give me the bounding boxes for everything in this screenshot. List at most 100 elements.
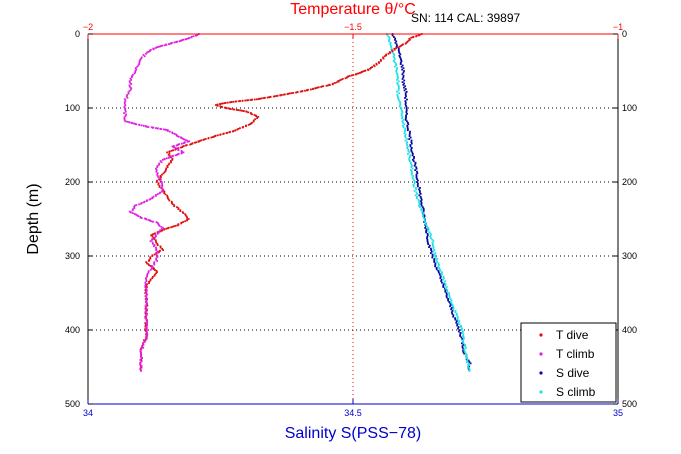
data-point xyxy=(397,89,400,92)
data-point xyxy=(155,272,158,275)
data-point xyxy=(153,244,156,246)
data-point xyxy=(145,336,147,339)
data-point xyxy=(375,63,378,66)
data-point xyxy=(396,73,399,75)
data-point xyxy=(185,37,188,40)
data-point xyxy=(235,100,237,103)
data-point xyxy=(167,227,169,230)
data-point xyxy=(410,150,413,152)
data-point xyxy=(155,249,157,251)
data-point xyxy=(444,290,447,293)
data-point xyxy=(145,330,148,333)
data-point xyxy=(224,101,227,104)
data-point xyxy=(146,333,149,336)
data-point xyxy=(426,229,429,232)
data-point xyxy=(452,308,455,311)
data-point xyxy=(404,133,407,136)
data-point xyxy=(468,364,470,367)
data-point xyxy=(155,269,158,272)
data-point xyxy=(439,274,442,277)
data-point xyxy=(123,102,126,105)
data-point xyxy=(395,71,398,74)
data-point xyxy=(403,89,406,92)
data-point xyxy=(144,322,147,325)
data-point xyxy=(418,201,421,204)
data-point xyxy=(133,207,136,209)
data-point xyxy=(245,110,248,113)
data-point xyxy=(392,55,395,58)
data-point xyxy=(414,194,417,197)
data-point xyxy=(165,227,168,230)
data-point xyxy=(162,172,165,175)
data-point xyxy=(145,332,148,334)
data-point xyxy=(149,219,151,222)
data-point xyxy=(145,295,147,297)
data-point xyxy=(145,200,148,202)
data-point xyxy=(186,216,189,219)
data-point xyxy=(156,127,159,130)
data-point xyxy=(155,258,157,261)
data-point xyxy=(157,251,160,254)
data-point xyxy=(429,252,432,254)
data-point xyxy=(444,280,447,283)
data-point xyxy=(155,194,157,197)
data-point xyxy=(226,101,229,104)
data-point xyxy=(445,286,448,288)
data-point xyxy=(417,185,419,188)
data-point xyxy=(146,286,148,288)
data-point xyxy=(140,352,142,355)
data-point xyxy=(124,99,127,102)
data-point xyxy=(406,127,409,130)
data-point xyxy=(131,75,133,77)
data-point xyxy=(128,80,131,83)
data-point xyxy=(400,60,403,63)
data-point xyxy=(147,264,150,266)
data-point xyxy=(250,122,252,125)
data-point xyxy=(405,108,408,110)
data-point xyxy=(247,111,250,114)
data-point xyxy=(167,198,170,201)
data-point xyxy=(320,86,323,88)
data-point xyxy=(162,189,165,192)
data-point xyxy=(408,133,411,136)
data-point xyxy=(328,84,331,86)
data-point xyxy=(146,308,148,311)
x-axis-label: Salinity S(PSS−78) xyxy=(285,425,422,442)
data-point xyxy=(239,109,242,112)
data-point xyxy=(404,103,407,106)
data-point xyxy=(345,76,348,79)
data-point xyxy=(195,141,198,144)
data-point xyxy=(124,104,127,107)
data-point xyxy=(386,34,389,37)
data-point xyxy=(396,76,399,78)
data-point xyxy=(427,243,430,246)
data-point xyxy=(145,289,148,291)
data-point xyxy=(461,345,464,348)
data-point xyxy=(459,335,461,337)
data-point xyxy=(400,114,403,117)
data-point xyxy=(150,264,153,267)
data-point xyxy=(186,140,189,143)
data-point xyxy=(158,163,160,166)
data-point xyxy=(241,99,244,102)
data-point xyxy=(306,89,308,92)
data-point xyxy=(405,111,408,114)
data-point xyxy=(445,295,448,297)
data-point xyxy=(435,259,438,262)
data-point xyxy=(462,348,465,351)
data-point xyxy=(423,219,426,222)
data-point xyxy=(142,343,145,346)
data-point xyxy=(396,67,398,69)
y-tick-label-left: 500 xyxy=(65,399,80,409)
data-point xyxy=(159,246,162,249)
data-point xyxy=(152,245,155,248)
data-point xyxy=(151,255,154,257)
data-point xyxy=(409,161,412,164)
data-point xyxy=(456,323,459,325)
data-point xyxy=(143,339,145,342)
data-point xyxy=(275,95,278,97)
data-point xyxy=(134,69,137,72)
data-point xyxy=(460,336,463,339)
data-point xyxy=(415,166,418,169)
data-point xyxy=(341,78,344,80)
